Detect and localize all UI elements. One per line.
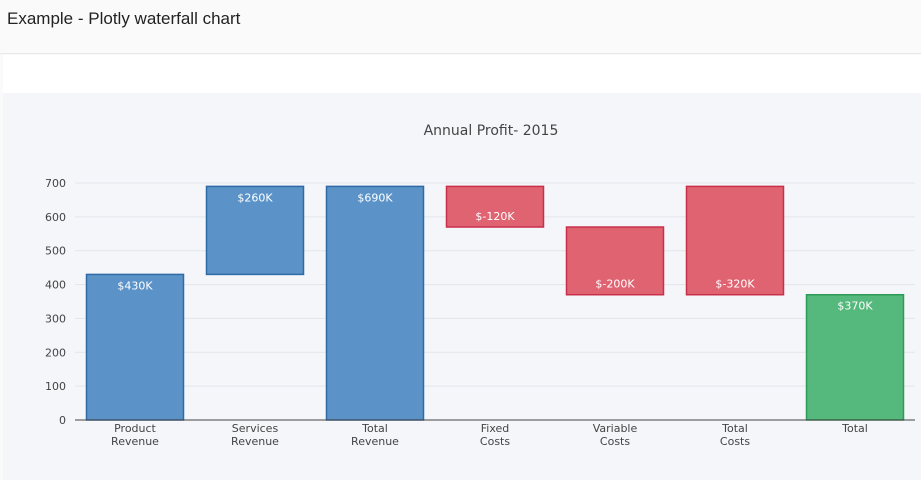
y-tick-label: 700 bbox=[45, 177, 66, 190]
blank-band bbox=[3, 55, 921, 93]
page-title: Example - Plotly waterfall chart bbox=[7, 9, 241, 28]
x-tick-label: Total Revenue bbox=[351, 422, 399, 448]
y-tick-label: 100 bbox=[45, 380, 66, 393]
waterfall-chart: Annual Profit- 2015 $430K $260K $690K $-120… bbox=[45, 123, 915, 448]
waterfall-bar bbox=[445, 185, 545, 228]
x-tick-label: Fixed Costs bbox=[480, 422, 510, 448]
y-tick-label: 0 bbox=[59, 414, 66, 427]
y-tick-label: 500 bbox=[45, 245, 66, 258]
x-tick-label-line: Total bbox=[361, 422, 388, 435]
x-tick-label-line: Costs bbox=[480, 435, 510, 448]
x-tick-label-line: Revenue bbox=[351, 435, 399, 448]
chart-title: Annual Profit- 2015 bbox=[424, 123, 559, 139]
waterfall-bar bbox=[805, 293, 905, 421]
y-tick-label: 400 bbox=[45, 279, 66, 292]
bar-value-label: $430K bbox=[117, 279, 153, 292]
bar-value-label: $-320K bbox=[715, 278, 755, 291]
x-tick-label-line: Revenue bbox=[231, 435, 279, 448]
y-tick-label: 200 bbox=[45, 346, 66, 359]
x-tick-label: Variable Costs bbox=[593, 422, 638, 448]
y-tick-label: 300 bbox=[45, 312, 66, 325]
waterfall-bar bbox=[85, 273, 185, 421]
x-tick-label-line: Variable bbox=[593, 422, 638, 435]
bar-value-label: $-200K bbox=[595, 278, 635, 291]
bar-value-label: $690K bbox=[357, 191, 393, 204]
waterfall-bar bbox=[325, 185, 425, 421]
x-tick-label-line: Revenue bbox=[111, 435, 159, 448]
labels-layer: $430K $260K $690K $-120K $-200K $-320K $370K bbox=[117, 191, 873, 312]
x-tick-label-line: Costs bbox=[600, 435, 630, 448]
x-tick-label: Total bbox=[841, 422, 868, 435]
bar-value-label: $370K bbox=[837, 300, 873, 313]
bars-layer bbox=[85, 185, 905, 421]
chart-panel: Annual Profit- 2015 $430K $260K $690K $-120… bbox=[3, 93, 921, 480]
waterfall-bar bbox=[565, 226, 665, 296]
waterfall-bar bbox=[205, 185, 305, 276]
x-tick-label-line: Services bbox=[232, 422, 279, 435]
x-tick-label: Product Revenue bbox=[111, 422, 159, 448]
bar-value-label: $260K bbox=[237, 191, 273, 204]
bar-value-label: $-120K bbox=[475, 210, 515, 223]
x-tick-label-line: Total bbox=[721, 422, 748, 435]
x-tick-label-line: Total bbox=[841, 422, 868, 435]
x-tick-label-line: Product bbox=[114, 422, 156, 435]
x-tick-label-line: Fixed bbox=[481, 422, 510, 435]
page-header: Example - Plotly waterfall chart bbox=[0, 0, 921, 54]
x-tick-label-line: Costs bbox=[720, 435, 750, 448]
waterfall-bar bbox=[685, 185, 785, 296]
x-tick-label: Total Costs bbox=[720, 422, 750, 448]
y-tick-label: 600 bbox=[45, 211, 66, 224]
x-tick-label: Services Revenue bbox=[231, 422, 279, 448]
